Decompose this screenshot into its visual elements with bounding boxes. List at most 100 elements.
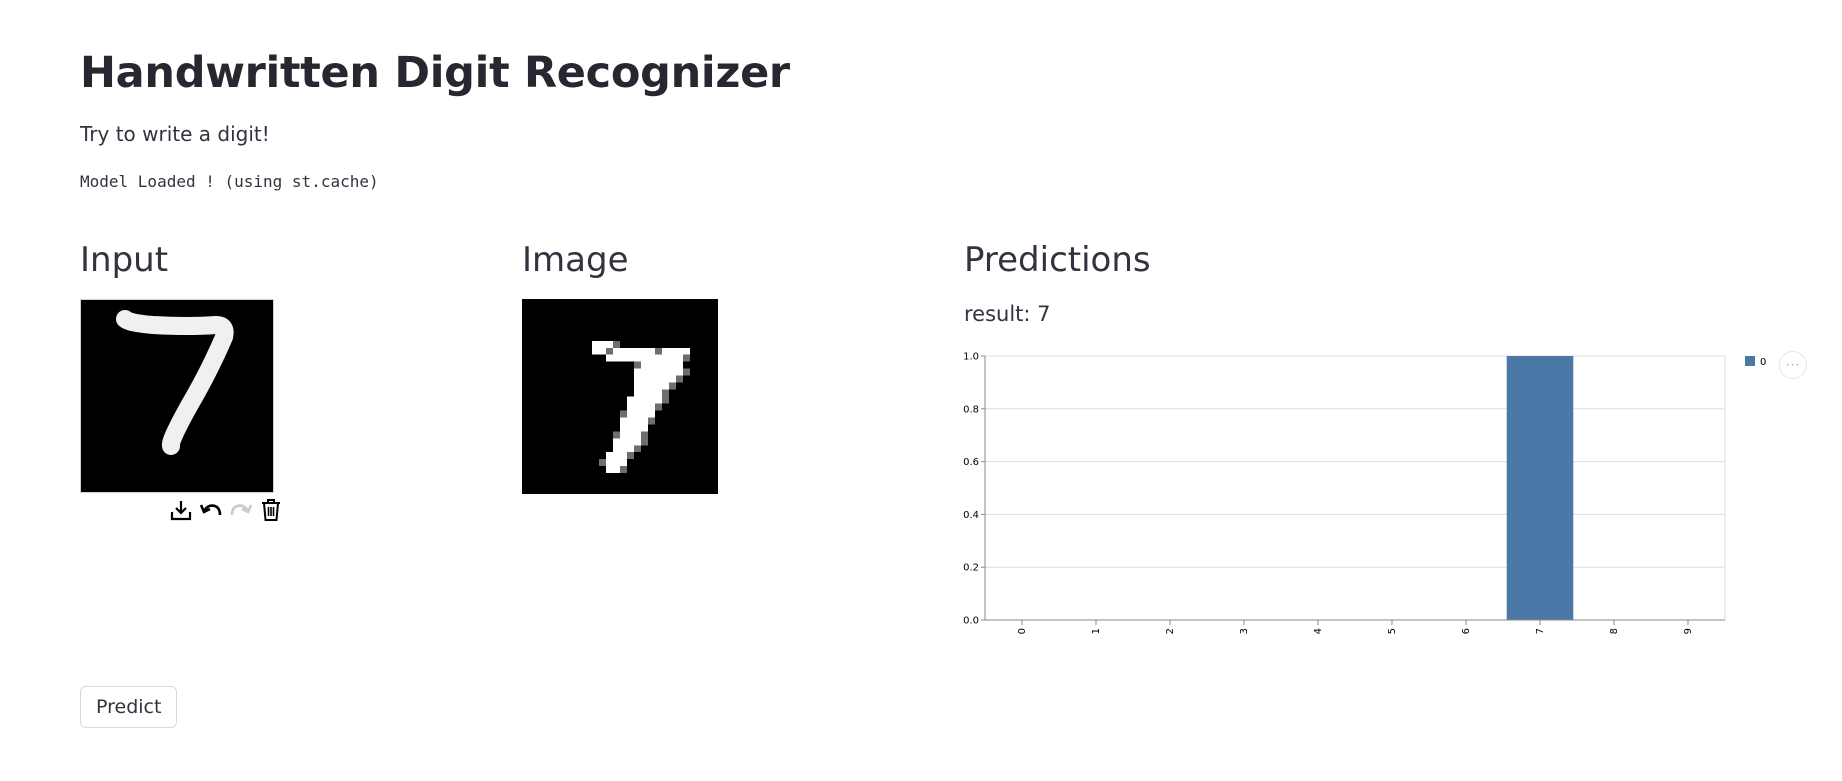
pixel-white bbox=[627, 347, 634, 355]
pixel-white bbox=[592, 347, 599, 355]
redo-icon[interactable] bbox=[228, 497, 254, 523]
pixel-white bbox=[620, 417, 627, 425]
pixel-gray bbox=[662, 396, 669, 404]
pixel-white bbox=[662, 375, 669, 383]
pixel-white bbox=[655, 382, 662, 390]
pixel-white bbox=[613, 347, 620, 355]
pixel-gray bbox=[648, 417, 655, 425]
pixel-white bbox=[655, 396, 662, 404]
pixel-white bbox=[662, 354, 669, 362]
x-tick-label: 6 bbox=[1461, 628, 1472, 634]
pixel-white bbox=[627, 354, 634, 362]
pixel-white bbox=[606, 466, 613, 474]
trash-icon[interactable] bbox=[258, 497, 284, 523]
pixel-white bbox=[676, 368, 683, 376]
processed-digit-image bbox=[522, 299, 718, 494]
pixel-white bbox=[648, 410, 655, 418]
pixel-white bbox=[648, 389, 655, 397]
pixel-white bbox=[613, 445, 620, 453]
x-tick-label: 4 bbox=[1313, 628, 1324, 634]
pixel-white bbox=[634, 424, 641, 432]
chart-menu-button[interactable]: ··· bbox=[1779, 351, 1807, 379]
pixel-white bbox=[606, 452, 613, 460]
pixel-white bbox=[634, 396, 641, 404]
pixel-white bbox=[634, 368, 641, 376]
predict-button[interactable]: Predict bbox=[80, 686, 178, 728]
subtitle-text: Try to write a digit! bbox=[80, 122, 270, 146]
y-tick-label: 0.0 bbox=[963, 616, 979, 627]
x-tick-label: 9 bbox=[1683, 628, 1694, 634]
pixel-white bbox=[613, 452, 620, 460]
pixel-gray bbox=[634, 445, 641, 453]
image-heading: Image bbox=[522, 240, 629, 280]
pixel-white bbox=[592, 340, 599, 348]
pixel-gray bbox=[620, 410, 627, 418]
pixel-white bbox=[648, 361, 655, 369]
pixel-white bbox=[641, 389, 648, 397]
pixel-gray bbox=[641, 438, 648, 446]
predictions-heading: Predictions bbox=[964, 240, 1151, 280]
pixel-white bbox=[641, 403, 648, 411]
pixel-white bbox=[648, 375, 655, 383]
pixel-gray bbox=[655, 347, 662, 355]
model-status-text: Model Loaded ! (using st.cache) bbox=[80, 172, 379, 191]
pixel-white bbox=[648, 382, 655, 390]
pixel-white bbox=[620, 354, 627, 362]
legend-label: 0 bbox=[1760, 357, 1766, 368]
input-heading: Input bbox=[80, 240, 169, 280]
legend-swatch bbox=[1745, 356, 1755, 366]
pixel-white bbox=[683, 347, 690, 355]
x-tick-label: 1 bbox=[1091, 628, 1102, 634]
pixel-white bbox=[655, 368, 662, 376]
download-icon[interactable] bbox=[168, 497, 194, 523]
pixel-white bbox=[613, 459, 620, 467]
pixel-white bbox=[634, 403, 641, 411]
pixel-white bbox=[648, 368, 655, 376]
y-tick-label: 0.6 bbox=[963, 457, 979, 468]
pixel-white bbox=[620, 347, 627, 355]
pixel-white bbox=[620, 445, 627, 453]
pixel-white bbox=[627, 445, 634, 453]
pixel-white bbox=[599, 340, 606, 348]
pixel-white bbox=[634, 375, 641, 383]
pixel-white bbox=[606, 340, 613, 348]
pixel-white bbox=[655, 354, 662, 362]
pixel-white bbox=[641, 375, 648, 383]
pixel-white bbox=[620, 438, 627, 446]
pixel-white bbox=[662, 368, 669, 376]
pixel-white bbox=[641, 347, 648, 355]
prediction-result: result: 7 bbox=[964, 302, 1051, 326]
pixel-white bbox=[648, 403, 655, 411]
y-tick-label: 0.8 bbox=[963, 404, 979, 415]
pixel-gray bbox=[613, 340, 620, 348]
pixel-white bbox=[662, 347, 669, 355]
drawing-canvas[interactable] bbox=[80, 299, 274, 493]
pixel-gray bbox=[655, 403, 662, 411]
pixel-white bbox=[648, 396, 655, 404]
pixel-gray bbox=[634, 361, 641, 369]
x-tick-label: 2 bbox=[1165, 628, 1176, 634]
pixel-white bbox=[613, 466, 620, 474]
pixel-white bbox=[669, 375, 676, 383]
pixel-white bbox=[627, 396, 634, 404]
pixel-white bbox=[599, 347, 606, 355]
undo-icon[interactable] bbox=[198, 497, 224, 523]
pixel-white bbox=[627, 403, 634, 411]
pixel-gray bbox=[606, 347, 613, 355]
pixel-white bbox=[655, 361, 662, 369]
pixel-gray bbox=[599, 459, 606, 467]
y-tick-label: 0.2 bbox=[963, 563, 979, 574]
pixel-white bbox=[676, 354, 683, 362]
pixel-white bbox=[641, 396, 648, 404]
pixel-gray bbox=[620, 466, 627, 474]
pixel-white bbox=[634, 431, 641, 439]
pixel-gray bbox=[662, 389, 669, 397]
pixel-gray bbox=[641, 431, 648, 439]
pixel-white bbox=[606, 459, 613, 467]
x-tick-label: 8 bbox=[1609, 628, 1620, 634]
drawn-digit-stroke bbox=[116, 310, 234, 455]
pixel-white bbox=[627, 431, 634, 439]
pixel-gray bbox=[683, 354, 690, 362]
pixel-gray bbox=[627, 452, 634, 460]
pixel-white bbox=[641, 361, 648, 369]
